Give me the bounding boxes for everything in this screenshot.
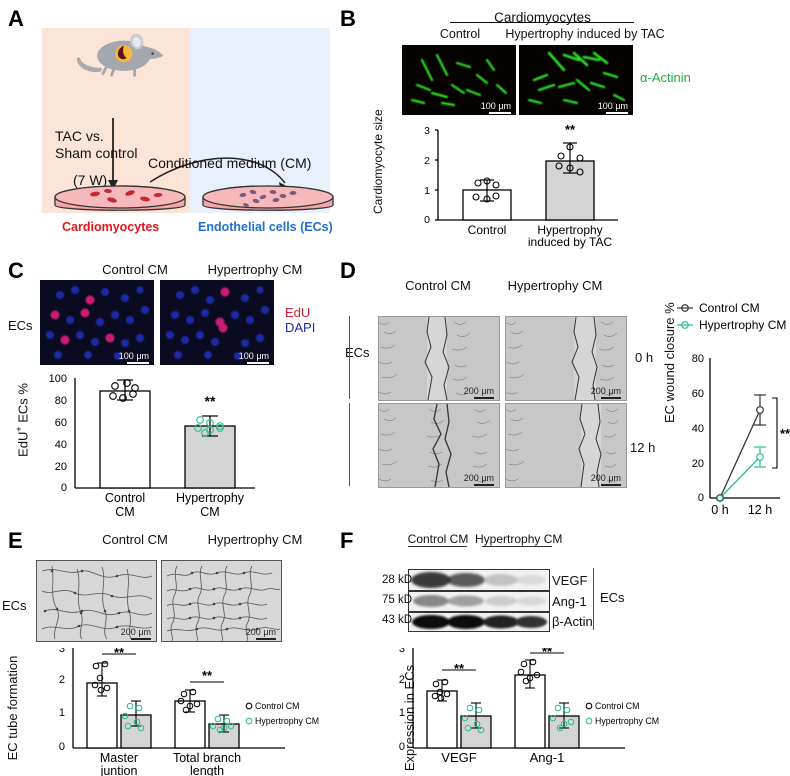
svg-text:**: **	[542, 648, 553, 659]
svg-text:CM: CM	[115, 505, 134, 519]
svg-text:Hypertrophy: Hypertrophy	[176, 491, 245, 505]
svg-text:Control CM: Control CM	[255, 701, 299, 711]
svg-text:40: 40	[55, 439, 67, 451]
svg-text:VEGF: VEGF	[441, 750, 476, 765]
svg-text:Total branch: Total branch	[173, 751, 241, 765]
svg-text:**: **	[454, 661, 465, 676]
svg-text:Ang-1: Ang-1	[530, 750, 565, 765]
svg-text:length: length	[190, 764, 224, 776]
svg-text:40: 40	[692, 423, 704, 435]
svg-text:1: 1	[424, 185, 430, 197]
svg-text:induced by TAC: induced by TAC	[528, 235, 613, 249]
svg-text:20: 20	[692, 458, 704, 470]
svg-text:Control CM: Control CM	[595, 701, 639, 711]
svg-text:0: 0	[59, 741, 65, 753]
svg-text:0 h: 0 h	[711, 503, 728, 517]
svg-text:2: 2	[424, 155, 430, 167]
svg-text:**: **	[202, 668, 213, 683]
svg-text:**: **	[205, 393, 216, 409]
svg-text:juntion: juntion	[100, 764, 138, 776]
svg-text:CM: CM	[200, 505, 219, 519]
svg-text:80: 80	[55, 395, 67, 407]
svg-text:3: 3	[59, 648, 65, 655]
svg-text:Master: Master	[100, 751, 138, 765]
svg-text:0: 0	[61, 482, 67, 494]
svg-text:3: 3	[424, 125, 430, 137]
svg-text:0: 0	[399, 741, 405, 753]
svg-text:Control CM: Control CM	[699, 301, 760, 315]
svg-text:**: **	[780, 426, 790, 441]
svg-text:3: 3	[399, 648, 405, 655]
svg-text:Hypertrophy CM: Hypertrophy CM	[595, 716, 659, 726]
svg-text:1: 1	[399, 707, 405, 719]
svg-text:Hypertrophy CM: Hypertrophy CM	[699, 318, 786, 332]
svg-text:20: 20	[55, 461, 67, 473]
svg-text:2: 2	[59, 674, 65, 686]
svg-text:Control: Control	[105, 491, 145, 505]
svg-text:0: 0	[424, 214, 430, 226]
svg-text:0: 0	[698, 492, 704, 504]
svg-text:Control: Control	[468, 223, 507, 237]
svg-text:60: 60	[692, 388, 704, 400]
svg-text:80: 80	[692, 353, 704, 365]
svg-text:Hypertrophy CM: Hypertrophy CM	[255, 716, 319, 726]
svg-text:**: **	[114, 648, 125, 660]
svg-text:60: 60	[55, 417, 67, 429]
svg-text:12 h: 12 h	[748, 503, 772, 517]
svg-text:**: **	[565, 122, 576, 137]
svg-text:1: 1	[59, 707, 65, 719]
svg-text:2: 2	[399, 674, 405, 686]
svg-text:100: 100	[49, 373, 67, 385]
